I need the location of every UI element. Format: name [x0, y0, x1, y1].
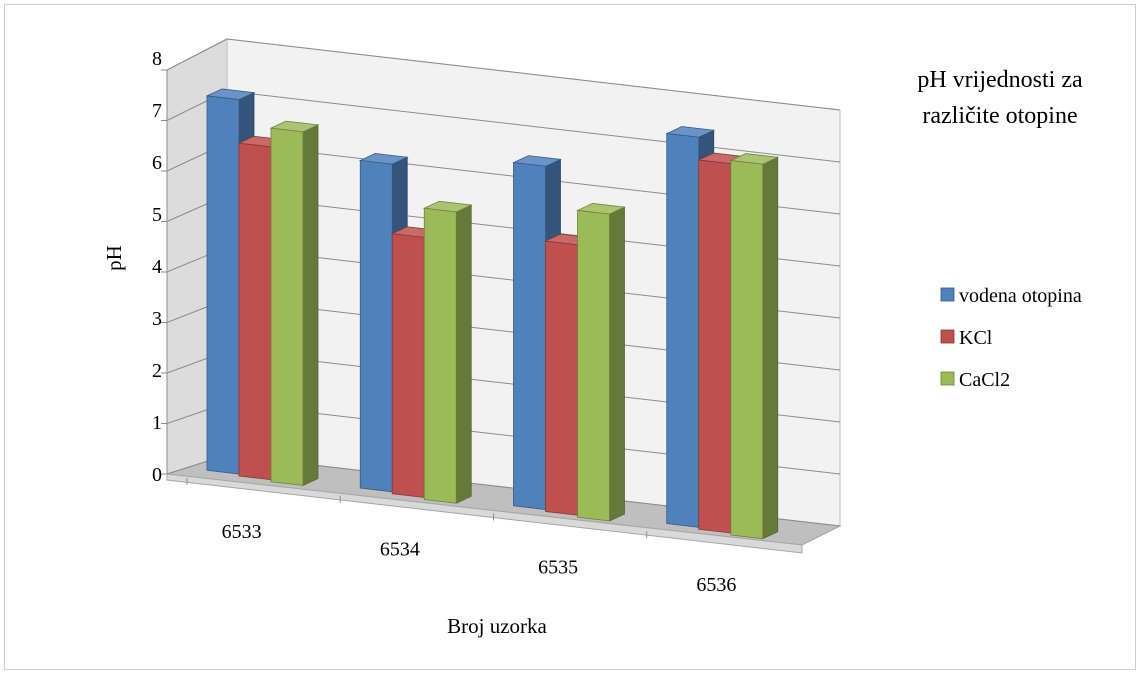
bar-front [359, 160, 393, 493]
y-tick-label: 0 [152, 464, 162, 486]
x-tick-label: 6533 [222, 521, 262, 543]
bar-side [762, 156, 779, 540]
bars-group [205, 88, 780, 540]
bar-front [545, 240, 578, 516]
bar-front [423, 207, 457, 504]
y-tick-label: 5 [152, 204, 162, 226]
bar-side [302, 124, 319, 487]
x-tick-label: 6536 [696, 574, 736, 596]
x-tick-label: 6535 [538, 556, 578, 578]
bar [729, 153, 780, 540]
gridline [226, 90, 841, 163]
y-tick-label: 1 [152, 412, 162, 434]
legend-swatch [940, 287, 955, 302]
chart-title-line-1: pH vrijednosti za [917, 67, 1083, 93]
bar [576, 203, 626, 522]
bar-front [513, 162, 546, 510]
y-tick-label: 2 [152, 360, 162, 382]
bar-front [666, 133, 700, 528]
bar-front [270, 127, 304, 486]
x-axis-title: Broj uzorka [447, 614, 547, 638]
bar [269, 120, 320, 487]
bar-front [238, 142, 272, 481]
y-tick-label: 4 [152, 256, 162, 278]
legend-swatch [940, 371, 955, 386]
gridline [226, 38, 841, 111]
legend: vodena otopina KCl CaCl2 [940, 285, 1082, 391]
legend-swatch [940, 329, 955, 344]
x-tick-label: 6534 [380, 539, 420, 561]
y-tick-label: 6 [152, 152, 162, 174]
gridline-side [166, 38, 228, 71]
x-tick-labels: 6533 6534 6535 6536 [186, 478, 736, 596]
legend-label: vodena otopina [959, 285, 1082, 307]
y-tick-label: 7 [152, 100, 162, 122]
legend-label: CaCl2 [959, 369, 1010, 391]
bar-front [698, 159, 732, 534]
legend-label: KCl [959, 327, 993, 349]
bar-front [730, 160, 764, 540]
y-tick-label: 3 [152, 308, 162, 330]
bar-front [391, 233, 425, 498]
bar-side [455, 204, 472, 504]
bar-front [577, 209, 610, 522]
y-axis-title: pH [102, 245, 126, 271]
chart-title-line-2: različite otopine [922, 103, 1077, 129]
bar [422, 200, 473, 504]
floor-edge [166, 473, 803, 554]
bar-side [609, 206, 625, 522]
y-tick-labels: 0 1 2 3 4 5 6 7 8 [152, 48, 167, 486]
bar-front [206, 95, 240, 475]
y-tick-label: 8 [152, 48, 162, 70]
